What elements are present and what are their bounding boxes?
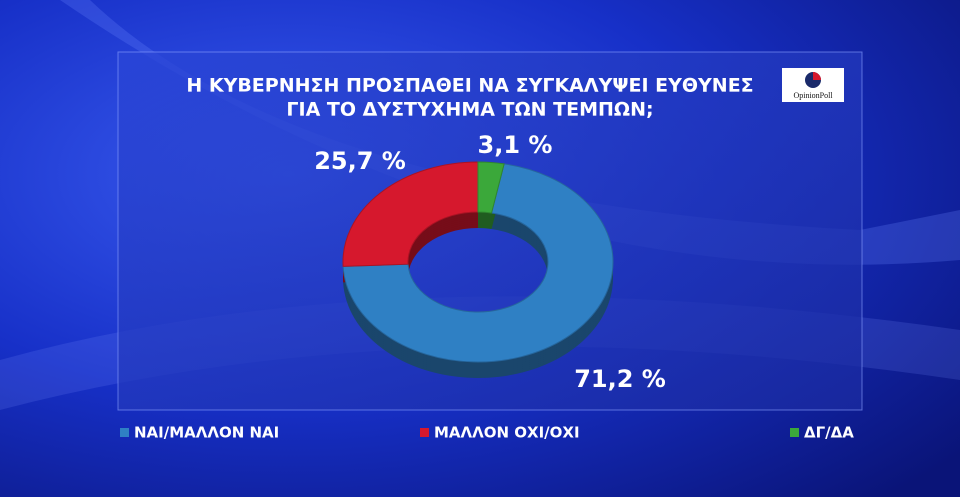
logo-text: OpinionPoll bbox=[793, 91, 833, 100]
legend-label: ΔΓ/ΔΑ bbox=[804, 424, 854, 442]
slice bbox=[477, 161, 505, 214]
value-label: 71,2 % bbox=[574, 365, 666, 393]
legend-label: ΜΑΛΛΟΝ ΟΧΙ/ΟΧΙ bbox=[434, 424, 580, 442]
legend-swatch bbox=[790, 428, 799, 437]
slice bbox=[342, 163, 614, 363]
slice bbox=[342, 161, 479, 267]
legend-swatch bbox=[420, 428, 429, 437]
value-label: 3,1 % bbox=[478, 131, 553, 159]
logo-icon bbox=[813, 72, 821, 80]
title-line: ΓΙΑ ΤΟ ΔΥΣΤΥΧΗΜΑ ΤΩΝ ΤΕΜΠΩΝ; bbox=[286, 99, 653, 121]
title-line: Η ΚΥΒΕΡΝΗΣΗ ΠΡΟΣΠΑΘΕΙ ΝΑ ΣΥΓΚΑΛΥΨΕΙ ΕΥΘΥ… bbox=[186, 75, 753, 97]
legend-label: ΝΑΙ/ΜΑΛΛΟΝ ΝΑΙ bbox=[134, 424, 279, 442]
legend-swatch bbox=[120, 428, 129, 437]
value-label: 25,7 % bbox=[314, 147, 406, 175]
